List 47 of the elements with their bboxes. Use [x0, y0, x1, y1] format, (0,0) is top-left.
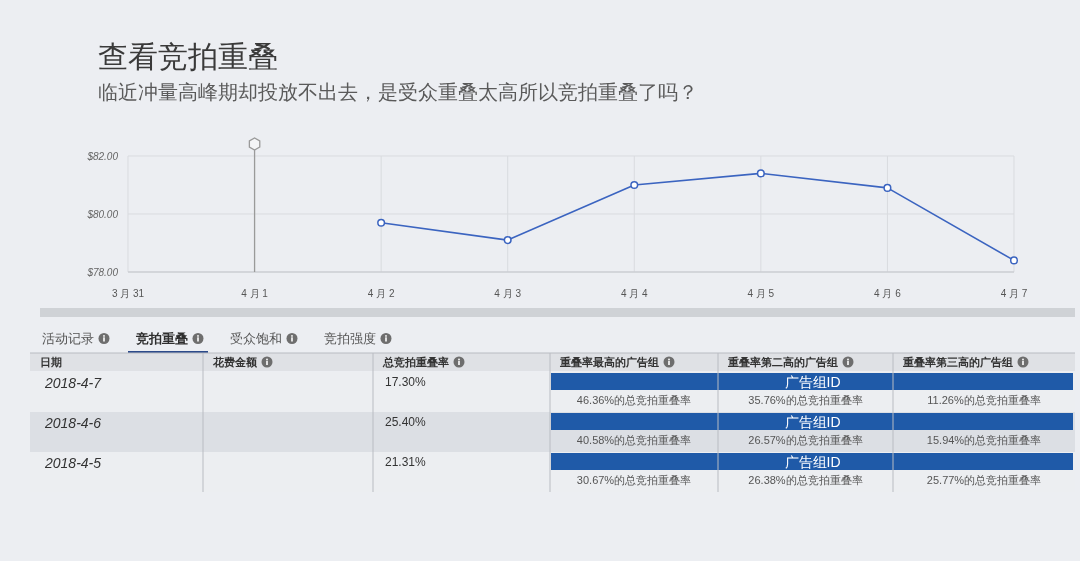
text: 46.36%的总竞拍重叠率 — [576, 394, 692, 406]
category-label: 花费金额 — [212, 356, 258, 368]
text: 广告组ID — [784, 414, 841, 430]
point — [883, 183, 892, 192]
point — [756, 169, 765, 178]
text: 2018-4-5 — [45, 455, 102, 471]
chart-subtitle: 临近冲量高峰期却投放不出去，是受众重叠太高所以竞拍重叠了吗？ — [98, 81, 698, 103]
category-label: 重叠率第三高的广告组 — [902, 356, 1013, 368]
text: 21.31% — [385, 455, 426, 469]
text: 35.76%的总竞拍重叠率 — [748, 394, 863, 406]
text: 受众饱和 — [230, 331, 282, 346]
point — [377, 218, 386, 227]
category-label: 重叠率第二高的广告组 — [727, 356, 838, 368]
text: 竞拍重叠 — [135, 331, 188, 346]
text: 40.58%的总竞拍重叠率 — [576, 434, 692, 446]
category-label: 日期 — [40, 356, 62, 368]
x-tick-label: 4 月 5 — [747, 288, 775, 299]
x-tick-label: 3 月 31 — [111, 288, 145, 299]
text: 广告组ID — [784, 454, 841, 470]
point — [630, 180, 639, 190]
text: 活动记录 — [42, 331, 94, 346]
y-tick-label: $80.00 — [86, 208, 119, 220]
x-tick-label: 4 月 1 — [241, 288, 269, 299]
category-label: 重叠率最高的广告组 — [559, 356, 659, 368]
text: 11.26%的总竞拍重叠率 — [927, 394, 1041, 406]
x-tick-label: 4 月 2 — [367, 288, 395, 299]
category-label: 总竞拍重叠率 — [382, 356, 449, 368]
y-tick-label: $82.00 — [86, 150, 119, 162]
text: 15.94%的总竞拍重叠率 — [926, 434, 1042, 446]
point — [1009, 256, 1019, 265]
text: 17.30% — [385, 375, 426, 389]
y-tick-label: $78.00 — [86, 266, 119, 278]
chart-title: 查看竞拍重叠 — [98, 40, 278, 73]
text: 2018-4-6 — [45, 415, 102, 431]
text: 竞拍强度 — [324, 331, 376, 346]
text: 25.40% — [385, 415, 426, 429]
text: 2018-4-7 — [45, 375, 102, 391]
text: 26.38%的总竞拍重叠率 — [748, 474, 863, 486]
text: 30.67%的总竞拍重叠率 — [576, 474, 692, 486]
text: 25.77%的总竞拍重叠率 — [926, 474, 1042, 486]
x-tick-label: 4 月 6 — [874, 288, 902, 299]
text: 26.57%的总竞拍重叠率 — [748, 434, 863, 446]
x-tick-label: 4 月 7 — [1000, 288, 1028, 299]
point — [503, 236, 512, 245]
text: 广告组ID — [784, 374, 841, 390]
x-tick-label: 4 月 4 — [620, 288, 649, 299]
x-tick-label: 4 月 3 — [494, 288, 522, 299]
